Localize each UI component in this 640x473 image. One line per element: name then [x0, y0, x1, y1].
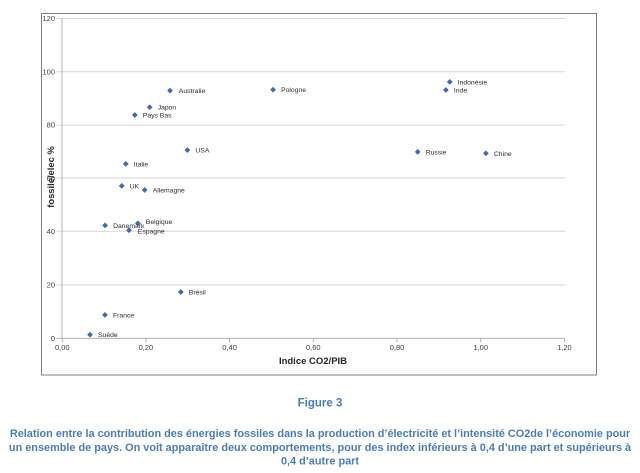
svg-text:Russie: Russie	[426, 149, 447, 156]
svg-text:0: 0	[51, 334, 55, 343]
svg-text:Italie: Italie	[134, 161, 149, 168]
svg-text:Allemagne: Allemagne	[153, 188, 185, 195]
svg-text:Belgique: Belgique	[146, 219, 173, 226]
svg-text:0,40: 0,40	[222, 343, 237, 352]
svg-text:Indice CO2/PIB: Indice CO2/PIB	[279, 356, 347, 367]
svg-text:60: 60	[47, 174, 55, 183]
svg-text:0,00: 0,00	[55, 343, 70, 352]
svg-text:0,60: 0,60	[306, 343, 321, 352]
svg-text:100: 100	[42, 67, 55, 76]
svg-text:Figure 3: Figure 3	[298, 398, 343, 410]
svg-text:0,80: 0,80	[390, 343, 405, 352]
svg-text:fossile/elec %: fossile/elec %	[45, 146, 56, 208]
svg-text:20: 20	[47, 281, 55, 290]
svg-text:Inde: Inde	[454, 88, 467, 95]
svg-text:UK: UK	[130, 183, 140, 190]
svg-text:Pays Bas: Pays Bas	[143, 113, 172, 120]
svg-text:Suède: Suède	[98, 332, 118, 339]
svg-text:Pologne: Pologne	[281, 87, 306, 94]
svg-text:Chine: Chine	[494, 151, 512, 158]
svg-text:0,20: 0,20	[139, 343, 154, 352]
svg-text:Espagne: Espagne	[138, 228, 165, 235]
svg-text:Danemark: Danemark	[113, 223, 145, 230]
svg-text:Indonésie: Indonésie	[458, 79, 488, 86]
svg-text:France: France	[113, 312, 134, 319]
svg-text:40: 40	[47, 227, 55, 236]
svg-text:Relation entre la contribution: Relation entre la contribution des énerg…	[10, 428, 631, 440]
svg-text:USA: USA	[195, 148, 209, 155]
svg-text:80: 80	[47, 121, 55, 130]
svg-text:1,00: 1,00	[473, 343, 488, 352]
svg-text:Australie: Australie	[179, 88, 206, 95]
svg-text:Brésil: Brésil	[189, 290, 206, 297]
svg-text:0,4 d’autre part: 0,4 d’autre part	[281, 456, 359, 468]
svg-text:1,20: 1,20	[557, 343, 572, 352]
svg-text:un ensemble de pays. On voit a: un ensemble de pays. On voit apparaître …	[9, 442, 632, 454]
svg-text:120: 120	[42, 14, 55, 23]
svg-text:Japon: Japon	[158, 105, 177, 112]
